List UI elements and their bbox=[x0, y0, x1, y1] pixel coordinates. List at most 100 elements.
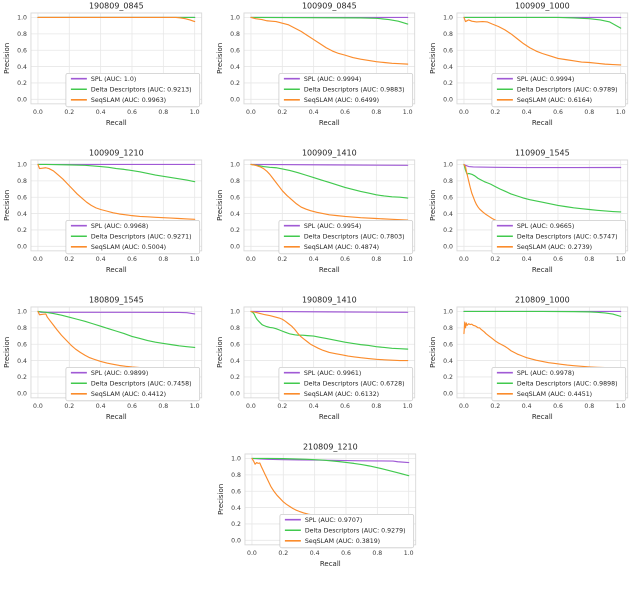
y-tick-label: 1.0 bbox=[17, 162, 27, 169]
y-axis-label: Precision bbox=[429, 190, 437, 221]
legend-box bbox=[278, 366, 414, 402]
y-tick-label: 0.0 bbox=[443, 97, 453, 104]
legend-label: SPL (AUC: 0.9899) bbox=[91, 370, 148, 377]
subplot-210809_1210: 210809_1210 0.0 0.2 0.4 0.6 0.8 1.0 0.0 0.2 0.4 0.… bbox=[214, 441, 427, 588]
y-tick-label: 0.2 bbox=[230, 374, 240, 381]
y-tick-label: 1.0 bbox=[230, 309, 240, 316]
x-tick-label: 1.0 bbox=[403, 550, 413, 557]
y-axis-label: Precision bbox=[216, 43, 224, 74]
legend-box bbox=[65, 72, 201, 108]
subplot-180809_1545: 180809_1545 0.0 0.2 0.4 0.6 0.8 1.0 0.0 0.2 0.4 0.… bbox=[0, 294, 213, 441]
x-tick-label: 1.0 bbox=[616, 256, 626, 263]
y-tick-label: 1.0 bbox=[230, 15, 240, 22]
x-tick-label: 0.4 bbox=[309, 403, 319, 410]
legend-label: SeqSLAM (AUC: 0.6499) bbox=[304, 97, 379, 104]
x-tick-label: 0.0 bbox=[246, 403, 256, 410]
y-tick-label: 0.4 bbox=[230, 211, 240, 218]
legend-label: SPL (AUC: 0.9961) bbox=[304, 370, 361, 377]
x-tick-label: 0.0 bbox=[246, 109, 256, 116]
y-tick-label: 0.0 bbox=[230, 244, 240, 251]
plot-canvas: 100909_1410 0.0 0.2 0.4 0.6 0.8 1.0 0.0 0.2 0.4 0.… bbox=[216, 148, 416, 274]
y-tick-label: 0.4 bbox=[443, 64, 453, 71]
legend-label: SeqSLAM (AUC: 0.9963) bbox=[91, 97, 166, 104]
legend-label: SeqSLAM (AUC: 0.6164) bbox=[517, 97, 592, 104]
plot-canvas: 190809_1410 0.0 0.2 0.4 0.6 0.8 1.0 0.0 0.2 0.4 0.… bbox=[216, 295, 416, 421]
x-tick-label: 0.0 bbox=[459, 256, 469, 263]
curve-seqslam bbox=[250, 310, 409, 362]
y-tick-label: 0.4 bbox=[443, 211, 453, 218]
x-tick-label: 0.4 bbox=[96, 256, 106, 263]
y-axis-label: Precision bbox=[216, 190, 224, 221]
y-tick-label: 0.0 bbox=[17, 391, 27, 398]
y-tick-label: 0.0 bbox=[443, 391, 453, 398]
legend-label: SPL (AUC: 0.9954) bbox=[304, 223, 361, 230]
curve-seqslam bbox=[463, 321, 622, 369]
x-tick-label: 0.8 bbox=[371, 256, 381, 263]
x-tick-label: 0.2 bbox=[277, 109, 287, 116]
x-tick-label: 0.4 bbox=[309, 256, 319, 263]
subplot-100909_1410: 100909_1410 0.0 0.2 0.4 0.6 0.8 1.0 0.0 0.2 0.4 0.… bbox=[213, 147, 426, 294]
x-tick-label: 0.6 bbox=[127, 109, 137, 116]
y-tick-label: 1.0 bbox=[230, 162, 240, 169]
y-tick-label: 0.8 bbox=[230, 178, 240, 185]
y-tick-label: 0.0 bbox=[17, 244, 27, 251]
legend-label: Delta Descriptors (AUC: 0.6728) bbox=[304, 380, 405, 387]
x-tick-label: 0.6 bbox=[553, 403, 563, 410]
plot-canvas: 180809_1545 0.0 0.2 0.4 0.6 0.8 1.0 0.0 0.2 0.4 0.… bbox=[3, 295, 203, 421]
subplot-210809_1000: 210809_1000 0.0 0.2 0.4 0.6 0.8 1.0 0.0 0.2 0.4 0.… bbox=[426, 294, 639, 441]
legend-box bbox=[65, 366, 201, 402]
legend-label: SeqSLAM (AUC: 0.3819) bbox=[304, 538, 379, 545]
curve-delta-descriptors bbox=[37, 310, 196, 349]
y-axis-label: Precision bbox=[3, 337, 11, 368]
x-axis-label: Recall bbox=[106, 266, 127, 274]
x-tick-label: 0.8 bbox=[158, 256, 168, 263]
subplot-100909_1000: 100909_1000 0.0 0.2 0.4 0.6 0.8 1.0 0.0 0.2 0.4 0.… bbox=[426, 0, 639, 147]
curve-seqslam bbox=[37, 16, 196, 23]
y-tick-label: 0.8 bbox=[443, 178, 453, 185]
x-axis-label: Recall bbox=[532, 119, 553, 127]
subplot-title: 190809_1410 bbox=[302, 295, 357, 304]
curve-seqslam bbox=[250, 16, 409, 65]
x-tick-label: 0.6 bbox=[553, 256, 563, 263]
subplot-190809_1410: 190809_1410 0.0 0.2 0.4 0.6 0.8 1.0 0.0 0.2 0.4 0.… bbox=[213, 294, 426, 441]
legend-box bbox=[278, 219, 414, 255]
x-tick-label: 0.0 bbox=[246, 256, 256, 263]
y-tick-label: 0.0 bbox=[443, 244, 453, 251]
legend-box bbox=[491, 72, 627, 108]
curve-delta-descriptors bbox=[250, 457, 409, 477]
y-tick-label: 0.8 bbox=[230, 31, 240, 38]
subplot-title: 180809_1545 bbox=[89, 295, 144, 304]
subplot-100909_0845: 100909_0845 0.0 0.2 0.4 0.6 0.8 1.0 0.0 0.2 0.4 0.… bbox=[213, 0, 426, 147]
y-tick-label: 0.2 bbox=[230, 227, 240, 234]
x-tick-label: 0.0 bbox=[247, 550, 257, 557]
x-tick-label: 0.4 bbox=[309, 550, 319, 557]
legend-label: SeqSLAM (AUC: 0.4412) bbox=[91, 391, 166, 398]
x-tick-label: 0.4 bbox=[522, 403, 532, 410]
legend-label: SeqSLAM (AUC: 0.4451) bbox=[517, 391, 592, 398]
x-tick-label: 0.8 bbox=[372, 550, 382, 557]
legend-label: SeqSLAM (AUC: 0.4874) bbox=[304, 244, 379, 251]
plot-canvas: 110909_1545 0.0 0.2 0.4 0.6 0.8 1.0 0.0 0.2 0.4 0.… bbox=[429, 148, 629, 274]
curve-delta-descriptors bbox=[463, 163, 622, 213]
x-tick-label: 0.8 bbox=[371, 109, 381, 116]
x-tick-label: 0.6 bbox=[127, 256, 137, 263]
x-tick-label: 0.6 bbox=[127, 403, 137, 410]
x-tick-label: 0.4 bbox=[96, 403, 106, 410]
legend-label: SPL (AUC: 0.9994) bbox=[517, 76, 574, 83]
y-axis-label: Precision bbox=[3, 190, 11, 221]
y-tick-label: 0.4 bbox=[17, 64, 27, 71]
x-tick-label: 1.0 bbox=[190, 256, 200, 263]
y-tick-label: 0.8 bbox=[230, 325, 240, 332]
x-tick-label: 0.6 bbox=[340, 403, 350, 410]
subplot-110909_1545: 110909_1545 0.0 0.2 0.4 0.6 0.8 1.0 0.0 0.2 0.4 0.… bbox=[426, 147, 639, 294]
legend-label: Delta Descriptors (AUC: 0.9898) bbox=[517, 380, 618, 387]
legend-box bbox=[491, 366, 627, 402]
x-tick-label: 0.0 bbox=[33, 403, 43, 410]
curve-spl bbox=[463, 163, 622, 169]
y-tick-label: 1.0 bbox=[443, 15, 453, 22]
y-tick-label: 0.2 bbox=[443, 227, 453, 234]
curve-delta-descriptors bbox=[37, 163, 196, 183]
y-tick-label: 1.0 bbox=[443, 309, 453, 316]
x-tick-label: 0.8 bbox=[158, 403, 168, 410]
y-tick-label: 0.0 bbox=[17, 97, 27, 104]
